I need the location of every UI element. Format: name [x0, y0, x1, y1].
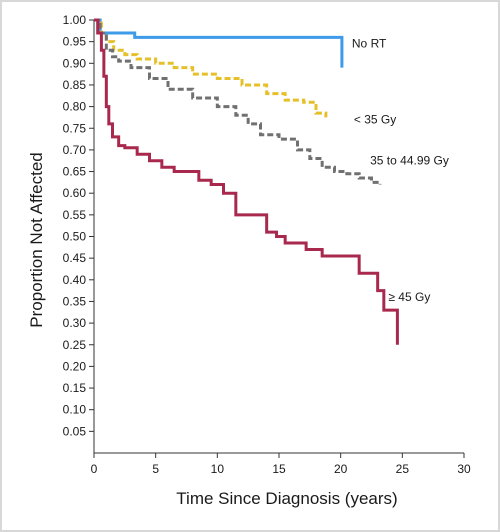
- series-line-45-gy: [94, 18, 399, 345]
- y-tick-label: 0.40: [63, 273, 87, 287]
- y-tick-label: 0.20: [63, 359, 87, 373]
- y-tick-label: 0.35: [63, 294, 87, 308]
- y-tick-label: 0.50: [63, 230, 87, 244]
- x-tick-label: 15: [272, 462, 286, 476]
- y-tick-label: 0.15: [63, 381, 87, 395]
- series-label-group: No RT < 35 Gy 35 to 44.99 Gy ≥ 45 Gy: [352, 37, 449, 304]
- x-tick-label: 20: [334, 462, 348, 476]
- y-tick-label: 1.00: [63, 13, 87, 27]
- series-label: 35 to 44.99 Gy: [370, 154, 449, 168]
- y-tick-label: 0.80: [63, 100, 87, 114]
- y-tick-label: 0.05: [63, 424, 87, 438]
- y-tick-label: 0.55: [63, 208, 87, 222]
- y-tick-group: 0.05 0.10 0.15 0.20 0.25 0.30 0.35 0.40 0.45 0.50…: [63, 13, 94, 438]
- y-tick-label: 0.60: [63, 186, 87, 200]
- y-tick-label: 0.65: [63, 165, 87, 179]
- y-tick-label: 0.30: [63, 316, 87, 330]
- x-axis-title: Time Since Diagnosis (years): [176, 489, 397, 508]
- series-label: ≥ 45 Gy: [388, 290, 430, 304]
- y-axis-title: Proportion Not Affected: [27, 152, 46, 327]
- x-tick-label: 5: [152, 462, 159, 476]
- y-tick-label: 0.95: [63, 35, 87, 49]
- y-tick-label: 0.70: [63, 143, 87, 157]
- series-line-no-rt: [94, 18, 344, 68]
- y-tick-label: 0.25: [63, 338, 87, 352]
- y-tick-label: 0.10: [63, 403, 87, 417]
- series-label: < 35 Gy: [354, 112, 396, 126]
- y-tick-label: 0.90: [63, 56, 87, 70]
- x-tick-label: 0: [91, 462, 98, 476]
- series-line-35-gy: [94, 18, 328, 118]
- x-tick-label: 30: [457, 462, 471, 476]
- x-tick-label: 25: [396, 462, 410, 476]
- series-line-35-to-44-99-gy: [94, 18, 382, 185]
- curve-group: [94, 18, 399, 345]
- y-tick-label: 0.85: [63, 78, 87, 92]
- x-tick-group: 0 5 10 15 20 25 30: [91, 453, 471, 476]
- y-tick-label: 0.75: [63, 121, 87, 135]
- x-tick-label: 10: [211, 462, 225, 476]
- series-label: No RT: [352, 37, 387, 51]
- y-tick-label: 0.45: [63, 251, 87, 265]
